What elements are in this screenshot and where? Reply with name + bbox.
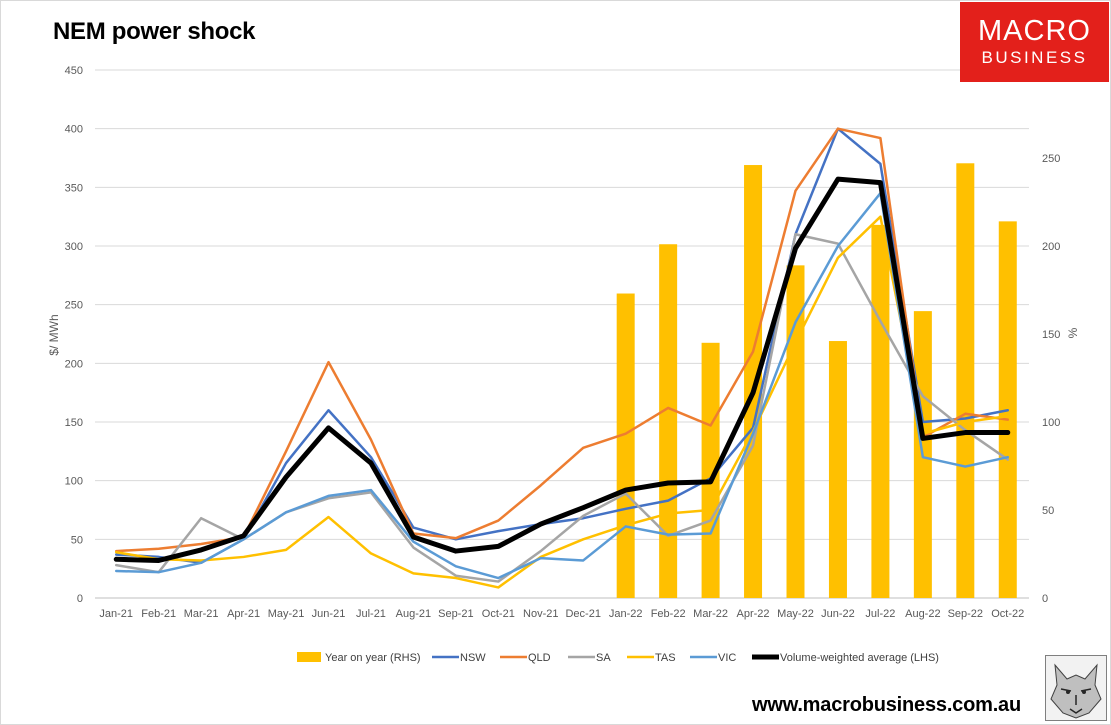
logo-line2: BUSINESS bbox=[981, 48, 1088, 67]
series-line-qld bbox=[114, 127, 1010, 553]
series-line-nsw bbox=[114, 127, 1010, 565]
x-tick-label: Apr-21 bbox=[227, 608, 260, 620]
x-tick-label: Jul-21 bbox=[356, 608, 386, 620]
x-tick-label: Jan-22 bbox=[609, 608, 643, 620]
x-tick-label: Jun-21 bbox=[312, 608, 346, 620]
x-tick-label: Jan-21 bbox=[99, 608, 133, 620]
bar bbox=[616, 293, 635, 598]
bar bbox=[871, 224, 890, 598]
x-tick-label: Jun-22 bbox=[821, 608, 855, 620]
right-tick-label: 250 bbox=[1042, 153, 1060, 165]
bar bbox=[786, 265, 805, 598]
legend-label: SA bbox=[596, 652, 611, 664]
right-axis-ticks: 0 50 100 150 200 250 bbox=[1042, 153, 1060, 605]
right-axis-label: % bbox=[1066, 327, 1080, 338]
line-series bbox=[113, 127, 1011, 589]
legend-label: Volume-weighted average (LHS) bbox=[780, 652, 939, 664]
x-tick-label: Mar-22 bbox=[693, 608, 728, 620]
right-tick-label: 200 bbox=[1042, 241, 1060, 253]
x-tick-label: Aug-21 bbox=[396, 608, 431, 620]
left-tick-label: 150 bbox=[65, 417, 83, 429]
website-url[interactable]: www.macrobusiness.com.au bbox=[752, 694, 1021, 716]
left-tick-label: 50 bbox=[71, 534, 83, 546]
left-tick-label: 450 bbox=[65, 65, 83, 77]
right-tick-label: 0 bbox=[1042, 593, 1048, 605]
legend-label: VIC bbox=[718, 652, 736, 664]
legend-label: NSW bbox=[460, 652, 486, 664]
bar bbox=[828, 341, 847, 598]
bar bbox=[744, 165, 763, 599]
legend: Year on year (RHS) NSW QLD SA TAS VIC Volume-w… bbox=[297, 652, 939, 664]
x-tick-label: May-22 bbox=[777, 608, 814, 620]
macrobusiness-logo[interactable]: MACRO BUSINESS bbox=[960, 2, 1109, 82]
left-tick-label: 100 bbox=[65, 476, 83, 488]
x-tick-label: Sep-21 bbox=[438, 608, 473, 620]
right-tick-label: 50 bbox=[1042, 505, 1054, 517]
bar-series bbox=[616, 163, 1017, 599]
x-axis-ticks: Jan-21 Feb-21 Mar-21 Apr-21 May-21 Jun-21 Jul-… bbox=[99, 608, 1024, 620]
x-tick-label: Dec-21 bbox=[565, 608, 600, 620]
legend-swatch bbox=[297, 652, 321, 662]
series-line-tas bbox=[114, 215, 1010, 589]
legend-label: TAS bbox=[655, 652, 676, 664]
chart-title: NEM power shock bbox=[53, 18, 256, 45]
left-tick-label: 250 bbox=[65, 300, 83, 312]
x-tick-label: Aug-22 bbox=[905, 608, 940, 620]
x-tick-label: May-21 bbox=[268, 608, 305, 620]
left-tick-label: 400 bbox=[65, 124, 83, 136]
x-tick-label: Nov-21 bbox=[523, 608, 558, 620]
left-axis-label: $/ MWh bbox=[47, 314, 61, 355]
wolf-icon bbox=[1045, 655, 1107, 721]
left-tick-label: 300 bbox=[65, 241, 83, 253]
x-tick-label: Apr-22 bbox=[737, 608, 770, 620]
bar bbox=[659, 244, 678, 599]
x-tick-label: Sep-22 bbox=[948, 608, 983, 620]
x-tick-label: Oct-21 bbox=[482, 608, 515, 620]
bar bbox=[956, 163, 975, 598]
left-tick-label: 350 bbox=[65, 182, 83, 194]
legend-label: QLD bbox=[528, 652, 551, 664]
x-tick-label: Feb-21 bbox=[141, 608, 176, 620]
x-tick-label: Oct-22 bbox=[991, 608, 1024, 620]
x-tick-label: Jul-22 bbox=[865, 608, 895, 620]
left-tick-label: 200 bbox=[65, 358, 83, 370]
logo-line1: MACRO bbox=[978, 15, 1091, 47]
right-tick-label: 100 bbox=[1042, 417, 1060, 429]
x-tick-label: Feb-22 bbox=[651, 608, 686, 620]
left-axis-ticks: 0 50 100 150 200 250 300 350 400 450 bbox=[65, 65, 83, 605]
left-tick-label: 0 bbox=[77, 593, 83, 605]
x-tick-label: Mar-21 bbox=[184, 608, 219, 620]
series-line-vic bbox=[114, 191, 1010, 580]
legend-label: Year on year (RHS) bbox=[325, 652, 421, 664]
series-line-volume-weighted-average-lhs bbox=[113, 176, 1011, 563]
right-tick-label: 150 bbox=[1042, 329, 1060, 341]
